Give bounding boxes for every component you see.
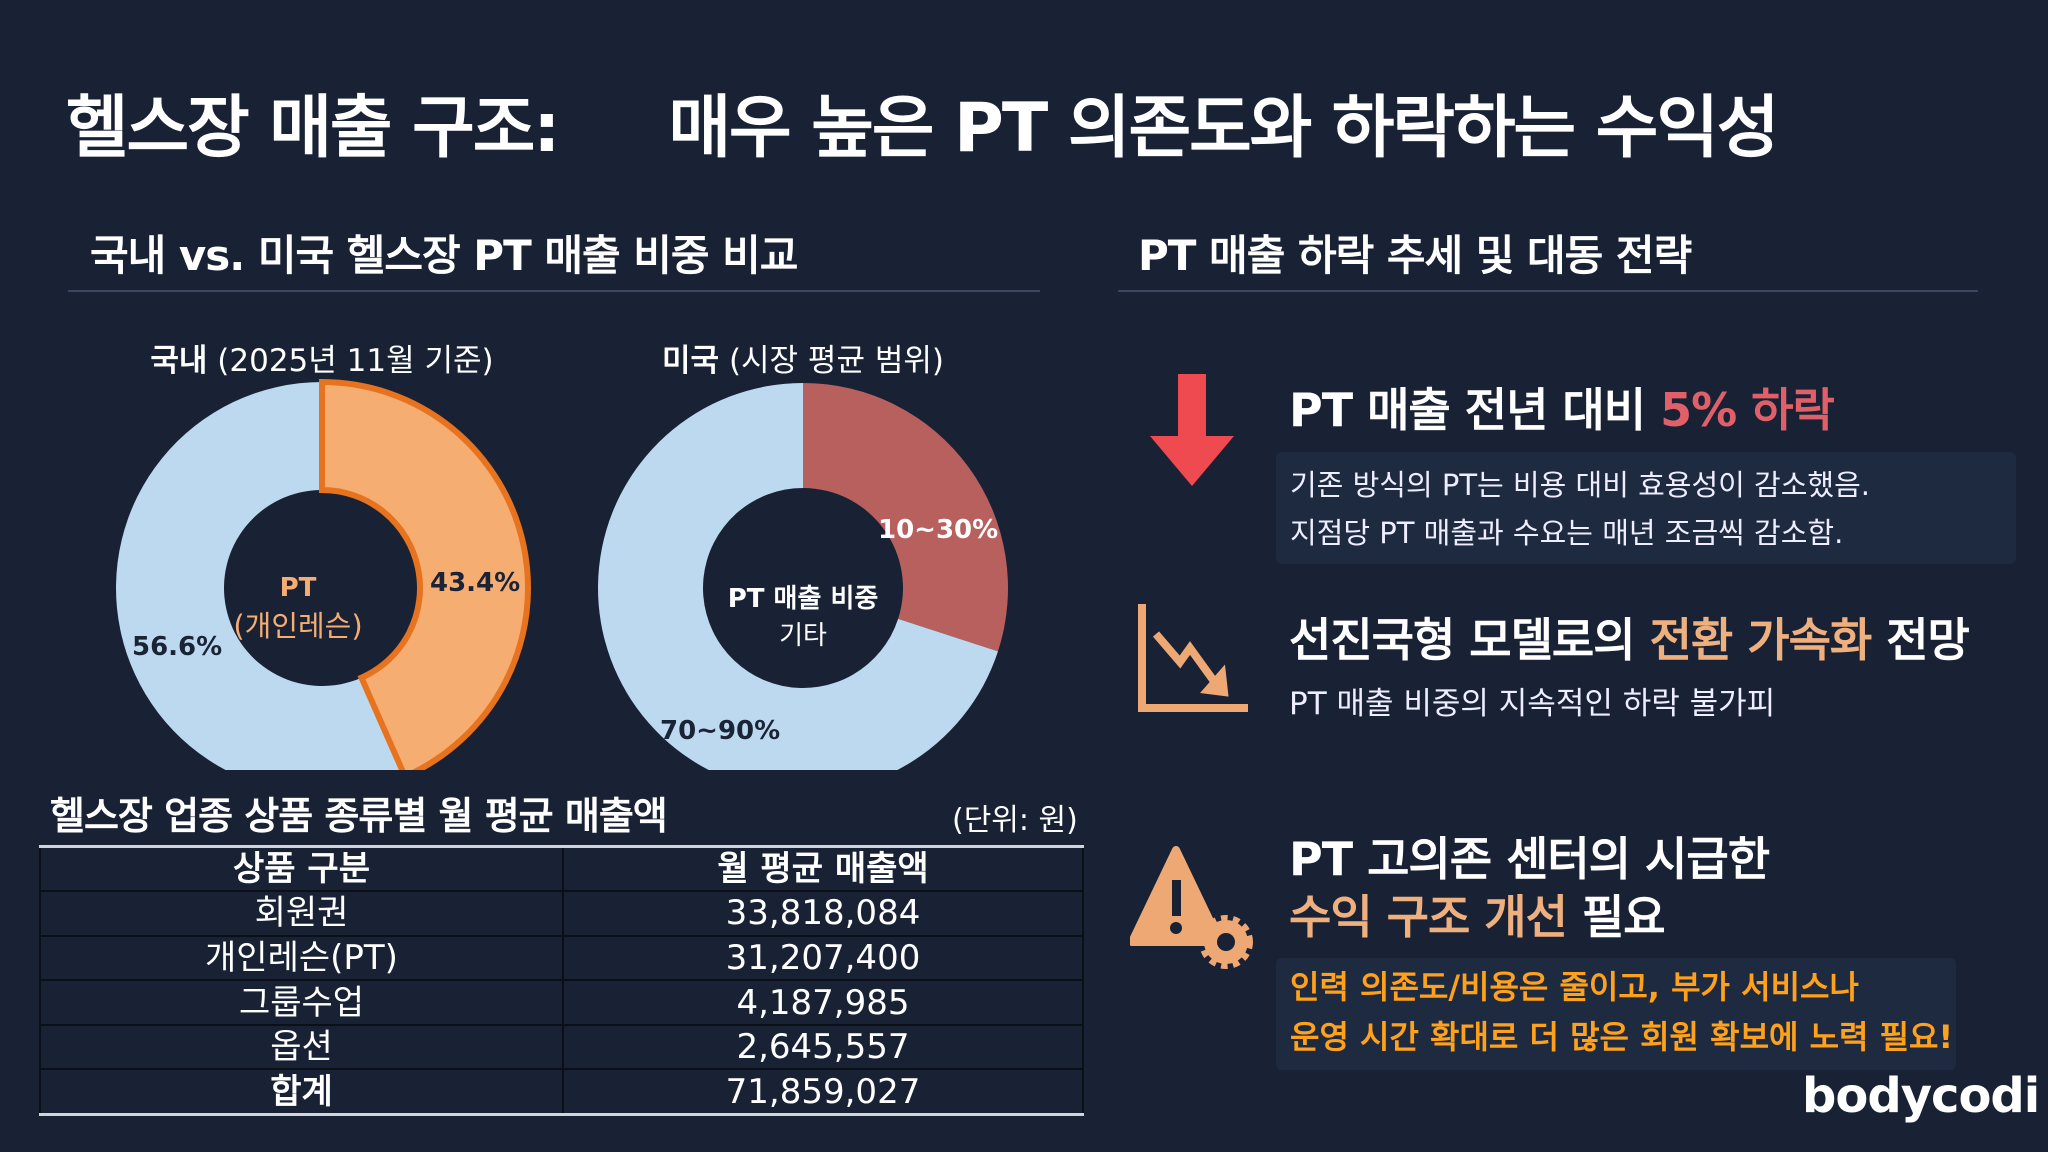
table-header-row: 상품 구분 월 평균 매출액 — [39, 845, 1084, 893]
us-donut — [598, 383, 1008, 770]
cell-revenue: 31,207,400 — [562, 934, 1084, 982]
table-row: 그룹수업 4,187,985 — [39, 979, 1084, 1026]
item3-line1: 인력 의존도/비용은 줄이고, 부가 서비스나 — [1290, 968, 1859, 1006]
item1-title: PT 매출 전년 대비 5% 하락 — [1289, 383, 1835, 437]
table-row: 옵션 2,645,557 — [39, 1023, 1084, 1071]
title-part2: 매우 높은 PT 의존도와 하락하는 수익성 — [668, 89, 1779, 168]
cell-category: 합계 — [39, 1068, 564, 1116]
us-pt-value: 10~30% — [878, 515, 999, 545]
donut-slice-other — [598, 383, 998, 770]
declining-chart-icon — [1138, 604, 1248, 712]
donut-slice-other — [116, 382, 403, 770]
cell-revenue: 33,818,084 — [562, 890, 1084, 937]
cell-category: 그룹수업 — [39, 979, 564, 1026]
domestic-center-label: PT (개인레슨) — [233, 573, 363, 643]
right-divider — [1118, 290, 1978, 292]
table-row: 회원권 33,818,084 — [39, 890, 1084, 937]
item3-line2: 운영 시간 확대로 더 많은 회원 확보에 노력 필요! — [1290, 1018, 1954, 1056]
cell-revenue: 71,859,027 — [562, 1068, 1084, 1116]
item2-title: 선진국형 모델로의 전환 가속화 전망 — [1289, 613, 1970, 667]
header-category: 상품 구분 — [39, 845, 564, 893]
warning-gear-icon — [1130, 846, 1253, 969]
donut-slice-pt — [319, 378, 531, 770]
cell-category: 회원권 — [39, 890, 564, 937]
table-row: 개인레슨(PT) 31,207,400 — [39, 934, 1084, 982]
us-label: 미국 (시장 평균 범위) — [662, 343, 944, 379]
left-divider — [68, 290, 1040, 292]
page-title: 헬스장 매출 구조: 매우 높은 PT 의존도와 하락하는 수익성 — [66, 72, 1779, 171]
table-unit: (단위: 원) — [952, 803, 1078, 838]
right-section-heading: PT 매출 하락 추세 및 대동 전략 — [1138, 231, 1692, 280]
cell-category: 옵션 — [39, 1023, 564, 1071]
us-other-value: 70~90% — [660, 716, 781, 746]
cell-revenue: 2,645,557 — [562, 1023, 1084, 1071]
cell-category: 개인레슨(PT) — [39, 934, 564, 982]
item1-body: 기존 방식의 PT는 비용 대비 효용성이 감소했음. 지점당 PT 매출과 수… — [1276, 452, 2016, 564]
table-total-row: 합계 71,859,027 — [39, 1068, 1084, 1116]
us-center-label: PT 매출 비중 기타 — [727, 584, 879, 651]
cell-revenue: 4,187,985 — [562, 979, 1084, 1026]
header-revenue: 월 평균 매출액 — [562, 845, 1084, 893]
bodycodi-logo: bodycodi — [1802, 1068, 2040, 1124]
left-section-heading: 국내 vs. 미국 헬스장 PT 매출 비중 비교 — [90, 231, 798, 280]
domestic-other-value: 56.6% — [132, 632, 223, 662]
domestic-pt-value: 43.4% — [430, 568, 521, 598]
revenue-table: 상품 구분 월 평균 매출액 회원권 33,818,084 개인레슨(PT) 31,2… — [39, 845, 1084, 1116]
item3-title: PT 고의존 센터의 시급한 수익 구조 개선 필요 — [1289, 832, 1770, 944]
donut-slice-pt — [803, 383, 1008, 652]
domestic-label: 국내 (2025년 11월 기준) — [150, 343, 494, 379]
item1-line1: 기존 방식의 PT는 비용 대비 효용성이 감소했음. — [1290, 468, 1870, 502]
item2-sub: PT 매출 비중의 지속적인 하락 불가피 — [1289, 686, 1776, 722]
down-arrow-icon — [1150, 374, 1234, 486]
donut-charts — [116, 378, 1008, 770]
table-title: 헬스장 업종 상품 종류별 월 평균 매출액 — [50, 794, 668, 838]
title-part1: 헬스장 매출 구조: — [66, 89, 560, 168]
item3-body: 인력 의존도/비용은 줄이고, 부가 서비스나 운영 시간 확대로 더 많은 회… — [1276, 958, 1956, 1070]
item1-line2: 지점당 PT 매출과 수요는 매년 조금씩 감소함. — [1290, 516, 1844, 550]
domestic-donut — [116, 378, 531, 770]
